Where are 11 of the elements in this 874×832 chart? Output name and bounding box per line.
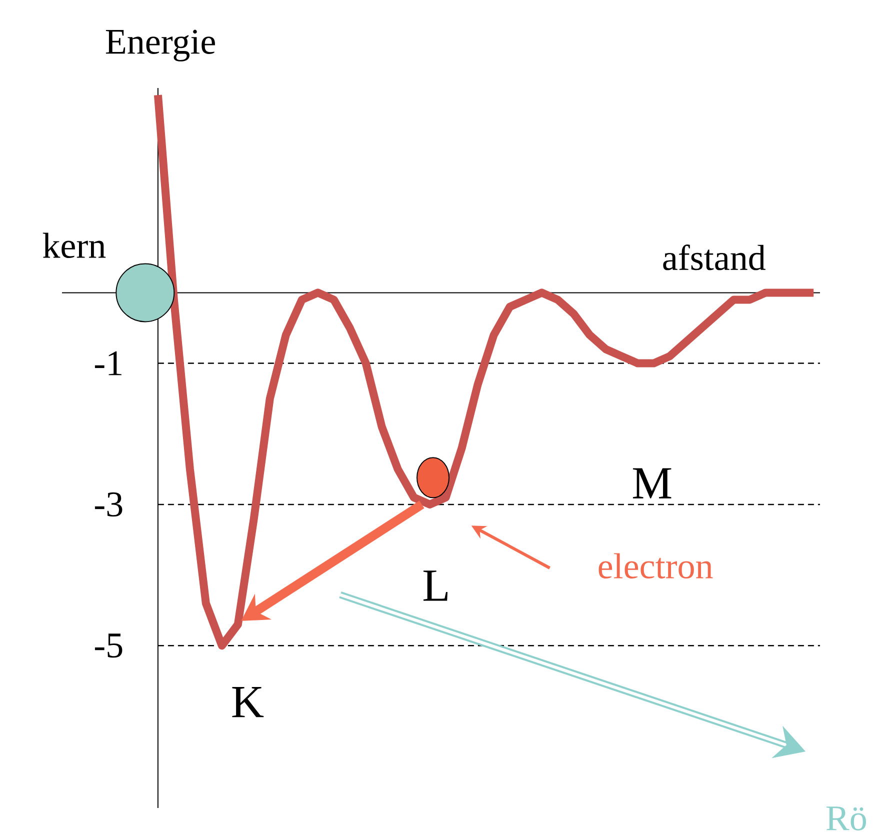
annotation: M xyxy=(632,468,672,498)
y-tick-label: -3 xyxy=(94,492,122,517)
y-tick-label: -1 xyxy=(94,351,122,376)
x-axis-title: afstand xyxy=(663,244,766,270)
y-tick-label: -5 xyxy=(94,634,122,658)
text: Rö xyxy=(826,806,866,830)
annotation: L xyxy=(423,570,448,601)
annotation: K xyxy=(232,687,264,718)
text: kern xyxy=(42,232,106,258)
y-axis-title: Energie xyxy=(106,30,215,62)
annotation: electron xyxy=(598,553,713,579)
